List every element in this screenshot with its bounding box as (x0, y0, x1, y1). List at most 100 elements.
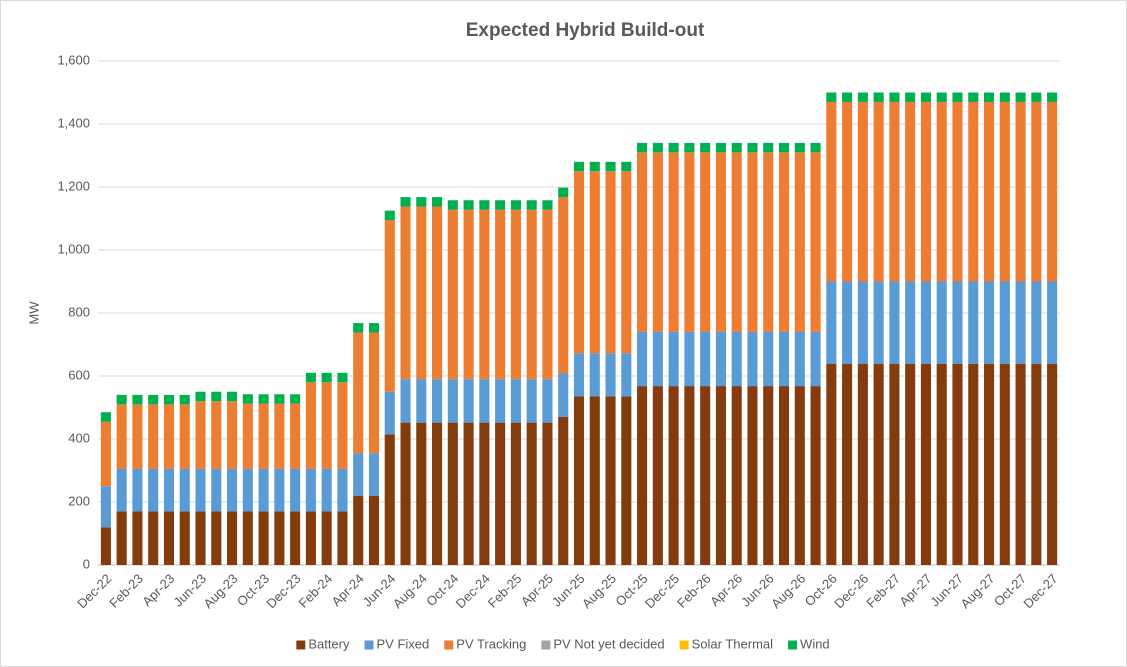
bar-segment (447, 379, 458, 423)
bar-segment (148, 404, 159, 469)
bar-segment (684, 331, 695, 387)
bar-segment (794, 142, 805, 153)
bar-segment (290, 403, 301, 469)
bar-segment (968, 92, 979, 102)
legend-swatch (679, 640, 689, 650)
bar-segment (747, 142, 758, 153)
bar-segment (857, 281, 868, 365)
bar-segment (905, 281, 916, 365)
bar-segment (432, 206, 443, 380)
bar-segment (463, 209, 474, 380)
bar-segment (148, 511, 159, 565)
bar-segment (999, 364, 1010, 565)
bar-segment (542, 379, 553, 423)
bar-segment (242, 468, 253, 512)
bar-segment (400, 422, 411, 565)
bar-segment (274, 394, 285, 404)
bar-segment (179, 468, 190, 512)
bar-segment (132, 394, 143, 405)
bar-segment (1015, 101, 1026, 282)
bar-segment (163, 468, 175, 512)
bar-segment (368, 453, 380, 496)
bar-segment (447, 422, 458, 565)
bar-segment (132, 468, 143, 512)
bar-segment (305, 382, 316, 469)
bar-segment (983, 281, 995, 365)
bar-segment (274, 468, 285, 512)
bar-segment (652, 331, 663, 387)
bar-segment (258, 468, 269, 512)
bar-segment (700, 386, 711, 565)
bar-segment (211, 391, 222, 402)
bar-segment (526, 422, 537, 565)
bar-segment (242, 511, 253, 565)
bar-segment (684, 142, 695, 153)
bar-segment (1047, 364, 1058, 565)
bar-segment (305, 468, 316, 512)
bar-segment (983, 364, 995, 565)
bar-segment (510, 379, 521, 423)
bar-segment (258, 394, 269, 404)
bar-segment (179, 404, 190, 469)
bar-segment (763, 386, 774, 565)
bar-segment (148, 394, 159, 405)
bar-segment (526, 209, 537, 380)
bar-segment (589, 396, 600, 565)
bar-segment (353, 323, 364, 333)
bar-segment (290, 468, 301, 512)
bar-segment (305, 511, 316, 565)
bar-segment (968, 364, 979, 565)
chart-title: Expected Hybrid Build-out (466, 20, 705, 41)
bar-segment (778, 331, 790, 387)
bar-segment (337, 382, 348, 469)
bar-segment (700, 331, 711, 387)
bar-segment (542, 209, 553, 380)
bar-segment (889, 281, 900, 365)
bar-segment (684, 152, 695, 332)
bar-segment (778, 152, 790, 332)
bar-segment (920, 92, 931, 102)
bar-segment (227, 511, 238, 565)
y-tick-label: 1,000 (57, 241, 90, 256)
bar-segment (842, 364, 853, 565)
bar-segment (510, 200, 521, 210)
bar-segment (826, 281, 837, 365)
bar-segment (479, 379, 490, 423)
bar-segment (416, 422, 427, 565)
bar-segment (258, 511, 269, 565)
bar-segment (763, 331, 774, 387)
bar-segment (368, 323, 380, 333)
bar-segment (116, 468, 127, 512)
bar-segment (684, 386, 695, 565)
bar-segment (857, 364, 868, 565)
bar-segment (321, 372, 332, 383)
bar-segment (983, 92, 995, 102)
bar-segment (432, 197, 443, 207)
bar-segment (416, 379, 427, 423)
bar-segment (1015, 281, 1026, 365)
bar-segment (337, 468, 348, 512)
bar-segment (936, 281, 947, 365)
bar-segment (1031, 101, 1042, 282)
bar-segment (416, 197, 427, 207)
legend-swatch (541, 640, 551, 650)
bar-segment (227, 401, 238, 469)
bar-segment (637, 142, 648, 153)
bar-segment (889, 101, 900, 282)
bar-segment (621, 171, 632, 354)
bar-segment (621, 161, 632, 172)
bar-segment (432, 379, 443, 423)
bar-segment (999, 101, 1010, 282)
bar-segment (1015, 92, 1026, 102)
bar-segment (211, 468, 222, 512)
bar-segment (353, 332, 364, 454)
bar-segment (526, 200, 537, 210)
legend-label: PV Fixed (377, 636, 430, 651)
bar-segment (1047, 101, 1058, 282)
legend-swatch (296, 640, 306, 650)
bar-segment (983, 101, 995, 282)
y-tick-label: 1,400 (57, 115, 90, 130)
bar-segment (447, 200, 458, 210)
bar-segment (621, 396, 632, 565)
